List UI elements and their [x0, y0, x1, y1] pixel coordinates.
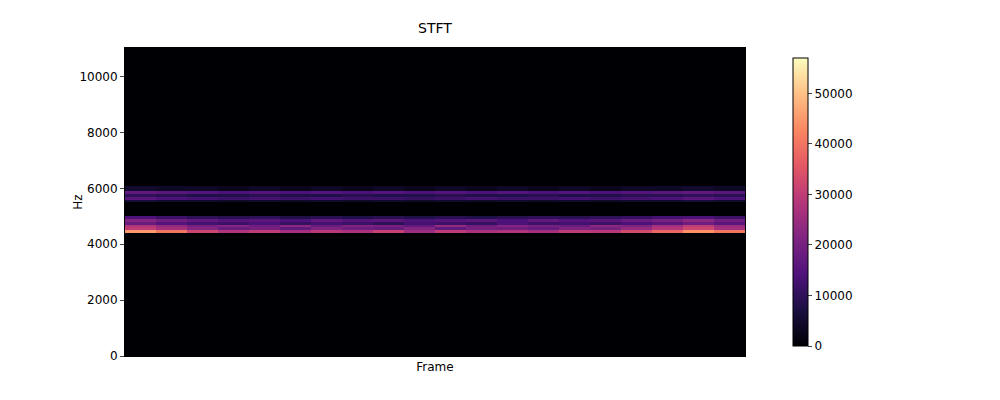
svg-text:10000: 10000: [814, 289, 852, 303]
svg-text:20000: 20000: [814, 238, 852, 252]
svg-text:0: 0: [814, 339, 822, 353]
svg-text:30000: 30000: [814, 188, 852, 202]
svg-text:0: 0: [110, 349, 118, 363]
svg-text:Hz: Hz: [71, 194, 85, 209]
svg-text:2000: 2000: [87, 293, 118, 307]
svg-text:50000: 50000: [814, 87, 852, 101]
svg-text:6000: 6000: [87, 182, 118, 196]
svg-text:40000: 40000: [814, 137, 852, 151]
svg-text:STFT: STFT: [418, 20, 452, 36]
svg-text:Frame: Frame: [416, 360, 453, 374]
svg-text:8000: 8000: [87, 126, 118, 140]
svg-text:4000: 4000: [87, 237, 118, 251]
svg-text:10000: 10000: [79, 70, 117, 84]
